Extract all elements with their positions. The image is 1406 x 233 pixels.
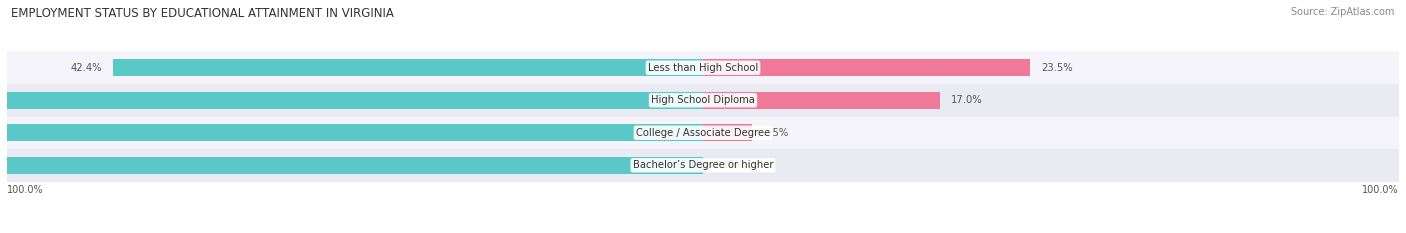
Text: Bachelor’s Degree or higher: Bachelor’s Degree or higher (633, 160, 773, 170)
Bar (7, 84, 1399, 116)
Text: 100.0%: 100.0% (7, 185, 44, 195)
Bar (1, 92, 703, 109)
Text: College / Associate Degree: College / Associate Degree (636, 128, 770, 138)
Bar (7, 116, 1399, 149)
Bar (0, 124, 703, 141)
Bar (7, 149, 1399, 182)
Text: 0.0%: 0.0% (714, 160, 740, 170)
Text: 100.0%: 100.0% (1362, 185, 1399, 195)
Text: Source: ZipAtlas.com: Source: ZipAtlas.com (1291, 7, 1395, 17)
Bar (703, 124, 752, 141)
Text: 42.4%: 42.4% (70, 63, 101, 73)
Bar (112, 59, 703, 76)
Bar (703, 92, 939, 109)
Bar (7, 51, 1399, 84)
Bar (0, 157, 703, 174)
Text: 23.5%: 23.5% (1042, 63, 1073, 73)
Text: 17.0%: 17.0% (950, 95, 983, 105)
Text: 3.5%: 3.5% (763, 128, 789, 138)
Text: Less than High School: Less than High School (648, 63, 758, 73)
Text: EMPLOYMENT STATUS BY EDUCATIONAL ATTAINMENT IN VIRGINIA: EMPLOYMENT STATUS BY EDUCATIONAL ATTAINM… (11, 7, 394, 20)
Bar (703, 59, 1031, 76)
Text: High School Diploma: High School Diploma (651, 95, 755, 105)
